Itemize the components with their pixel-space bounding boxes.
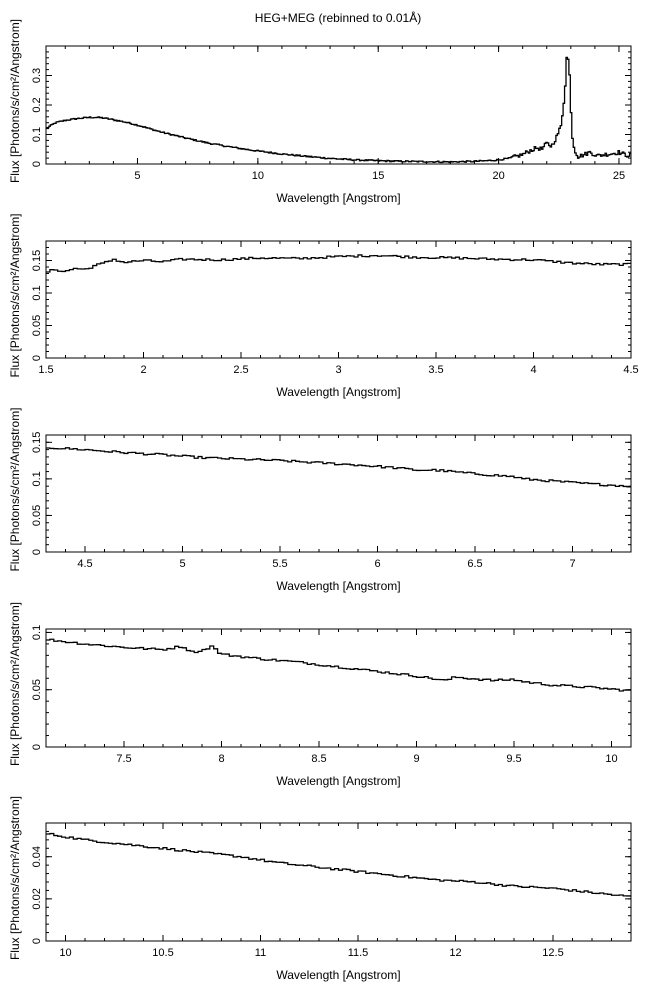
y-tick-label: 0.05 [31, 505, 43, 526]
x-axis-label: Wavelength [Angstrom] [276, 579, 400, 593]
chart-panel-2: 1.5 2 2.5 3 3.5 4 4.5 0 0.05 0.1 0.15 Wavelength [A… [8, 213, 639, 399]
x-tick-label: 9 [413, 753, 419, 765]
x-tick-label: 2.5 [233, 364, 248, 376]
spectrum-trace [46, 254, 631, 273]
y-tick-label: 0 [31, 355, 43, 361]
x-tick-label: 4 [530, 364, 536, 376]
y-tick-label: 0.05 [31, 315, 43, 336]
y-tick-label: 0.1 [31, 471, 43, 486]
chart-panel-4: 7.5 8 8.5 9 9.5 10 0 0.05 0.1 Wavelength [Angstro… [8, 602, 632, 788]
plot-frame [45, 628, 632, 748]
x-tick-label: 7 [569, 558, 575, 570]
x-tick-label: 15 [372, 170, 384, 182]
spectrum-trace [46, 56, 631, 164]
x-tick-label: 8.5 [311, 753, 326, 765]
x-tick-label: 10 [605, 753, 617, 765]
y-tick-label: 0 [31, 744, 43, 750]
plot-frame [45, 822, 632, 942]
y-tick-label: 0.04 [31, 846, 43, 867]
plot-frame [45, 240, 632, 359]
y-axis-label: Flux [Photons/s/cm²/Angstrom] [8, 19, 22, 183]
x-tick-label: 10 [252, 170, 264, 182]
x-tick-label: 20 [492, 170, 504, 182]
x-tick-label: 12 [449, 947, 461, 959]
x-tick-label: 6.5 [467, 558, 482, 570]
chart-panel-5: 10 10.5 11 11.5 12 12.5 0 0.02 0.04 Wavelength [A… [8, 796, 632, 982]
x-tick-label: 4.5 [77, 558, 92, 570]
y-tick-label: 0 [31, 161, 43, 167]
y-tick-label: 0.1 [31, 625, 43, 640]
y-tick-label: 0.15 [31, 250, 43, 271]
x-axis-label: Wavelength [Angstrom] [276, 968, 400, 982]
x-tick-label: 10.5 [152, 947, 173, 959]
spectrum-trace [46, 447, 631, 488]
x-tick-label: 2 [140, 364, 146, 376]
y-tick-label: 0.3 [31, 68, 43, 83]
x-tick-label: 8 [218, 753, 224, 765]
x-tick-label: 3 [335, 364, 341, 376]
x-tick-label: 4.5 [623, 364, 638, 376]
y-tick-label: 0.2 [31, 97, 43, 112]
x-tick-label: 3.5 [428, 364, 443, 376]
x-tick-label: 11.5 [348, 947, 369, 959]
x-tick-label: 1.5 [38, 364, 53, 376]
x-axis-label: Wavelength [Angstrom] [276, 191, 400, 205]
y-axis-label: Flux [Photons/s/cm²/Angstrom] [8, 796, 22, 960]
x-tick-label: 7.5 [116, 753, 131, 765]
spectrum-trace [46, 638, 631, 692]
y-tick-label: 0.15 [31, 432, 43, 453]
x-tick-label: 10 [59, 947, 71, 959]
x-tick-label: 11 [255, 947, 266, 959]
x-tick-label: 5.5 [272, 558, 287, 570]
x-tick-label: 25 [613, 170, 625, 182]
x-tick-label: 5 [134, 170, 140, 182]
y-axis-label: Flux [Photons/s/cm²/Angstrom] [8, 407, 22, 571]
y-tick-label: 0.02 [31, 888, 43, 909]
x-axis-label: Wavelength [Angstrom] [276, 774, 400, 788]
y-axis-label: Flux [Photons/s/cm²/Angstrom] [8, 213, 22, 377]
y-tick-label: 0.1 [31, 285, 43, 300]
y-tick-label: 0 [31, 938, 43, 944]
y-tick-label: 0.05 [31, 679, 43, 700]
chart-panel-3: 4.5 5 5.5 6 6.5 7 0 0.05 0.1 0.15 Wavelength [Angs… [8, 407, 632, 593]
y-tick-label: 0.1 [31, 127, 43, 142]
spectrum-trace [46, 832, 631, 897]
y-axis-label: Flux [Photons/s/cm²/Angstrom] [8, 602, 22, 766]
x-tick-label: 5 [179, 558, 185, 570]
x-tick-label: 6 [374, 558, 380, 570]
x-axis-label: Wavelength [Angstrom] [276, 385, 400, 399]
chart-panel-1: 5 10 15 20 25 0 0.1 0.2 0.3 Wavelength [Angstrom]… [8, 19, 632, 205]
x-tick-label: 9.5 [506, 753, 521, 765]
x-tick-label: 12.5 [542, 947, 563, 959]
figure-title: HEG+MEG (rebinned to 0.01Å) [255, 10, 421, 25]
y-tick-label: 0 [31, 549, 43, 555]
